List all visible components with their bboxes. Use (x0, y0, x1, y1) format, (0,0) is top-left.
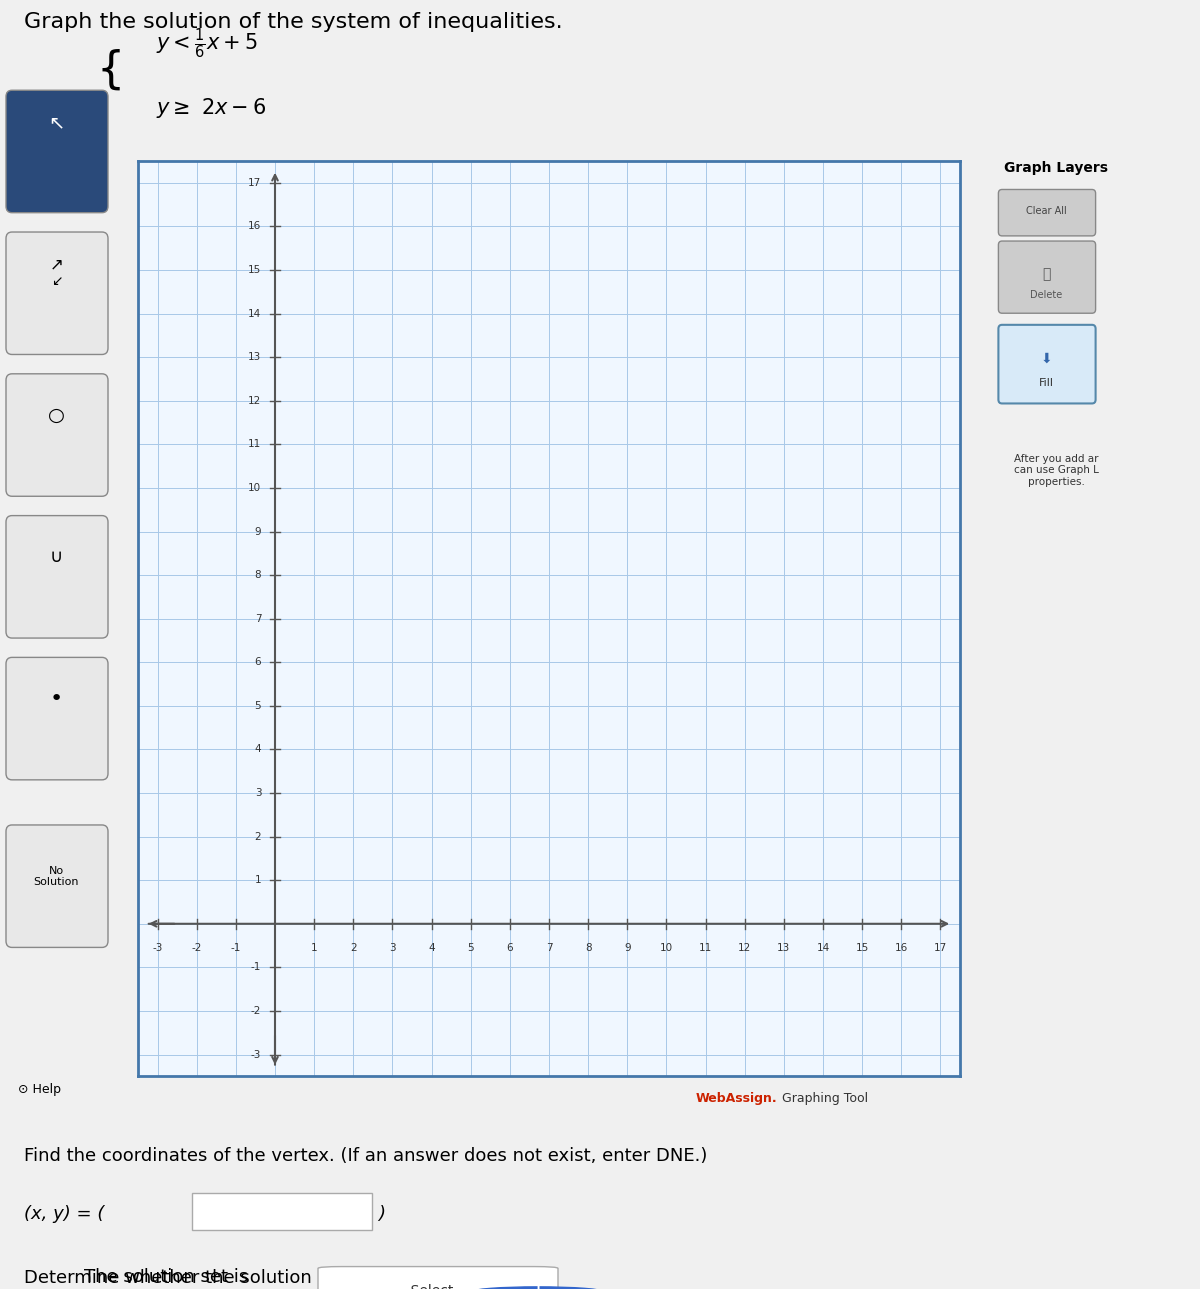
Text: 12: 12 (738, 944, 751, 954)
Text: After you add ar
can use Graph L
properties.: After you add ar can use Graph L propert… (1014, 454, 1098, 487)
Text: 4: 4 (428, 944, 434, 954)
Text: 14: 14 (816, 944, 829, 954)
Text: ↖: ↖ (48, 113, 65, 131)
Text: 10: 10 (248, 483, 262, 492)
Text: ∪: ∪ (50, 548, 62, 566)
Text: -2: -2 (192, 944, 202, 954)
Text: ○: ○ (48, 406, 65, 424)
Text: Graphing Tool: Graphing Tool (778, 1092, 868, 1105)
Text: 16: 16 (248, 222, 262, 232)
Text: 15: 15 (856, 944, 869, 954)
Text: 8: 8 (584, 944, 592, 954)
Text: 🗑: 🗑 (1043, 268, 1050, 281)
Text: 7: 7 (254, 614, 262, 624)
Text: ---Select---: ---Select--- (396, 1284, 468, 1289)
Text: ): ) (378, 1205, 385, 1223)
Text: Delete: Delete (1031, 290, 1062, 300)
Text: ⬆
⬇: ⬆ ⬇ (534, 1283, 541, 1289)
Text: 13: 13 (248, 352, 262, 362)
Text: 4: 4 (254, 745, 262, 754)
Text: -3: -3 (152, 944, 163, 954)
Text: 1: 1 (254, 875, 262, 886)
Text: $y \geq \ 2x - 6$: $y \geq \ 2x - 6$ (156, 97, 266, 120)
Text: ⬇: ⬇ (1040, 352, 1052, 365)
Text: (x, y) = (: (x, y) = ( (24, 1205, 104, 1223)
Text: $y < \frac{1}{6}x + 5$: $y < \frac{1}{6}x + 5$ (156, 26, 258, 61)
Text: 6: 6 (506, 944, 514, 954)
Text: Clear All: Clear All (1026, 206, 1067, 217)
Text: •: • (49, 688, 64, 709)
Text: Determine whether the solution set is bounded.: Determine whether the solution set is bo… (24, 1268, 456, 1286)
Text: 8: 8 (254, 570, 262, 580)
Text: 2: 2 (254, 831, 262, 842)
Text: 17: 17 (934, 944, 947, 954)
Text: 13: 13 (778, 944, 791, 954)
Text: ↙: ↙ (50, 275, 62, 287)
Text: Graph the solution of the system of inequalities.: Graph the solution of the system of ineq… (24, 13, 563, 32)
Text: WebAssign.: WebAssign. (696, 1092, 778, 1105)
Text: $\{$: $\{$ (96, 48, 121, 92)
Text: 7: 7 (546, 944, 552, 954)
FancyBboxPatch shape (192, 1194, 372, 1230)
Text: 12: 12 (248, 396, 262, 406)
Text: -1: -1 (251, 963, 262, 972)
Text: 11: 11 (248, 440, 262, 450)
Text: Fill: Fill (1039, 378, 1054, 388)
Text: 11: 11 (698, 944, 712, 954)
Text: 3: 3 (254, 788, 262, 798)
Text: 15: 15 (248, 266, 262, 275)
Text: 9: 9 (254, 527, 262, 536)
FancyBboxPatch shape (318, 1267, 558, 1289)
Text: 3: 3 (389, 944, 396, 954)
Text: 17: 17 (248, 178, 262, 188)
Text: The solution set is: The solution set is (84, 1268, 248, 1286)
Text: 10: 10 (660, 944, 673, 954)
Text: 5: 5 (254, 701, 262, 710)
Text: ⊙ Help: ⊙ Help (18, 1083, 61, 1096)
Text: 1: 1 (311, 944, 318, 954)
Text: -3: -3 (251, 1049, 262, 1060)
Text: 16: 16 (895, 944, 908, 954)
Text: 5: 5 (468, 944, 474, 954)
Circle shape (472, 1286, 604, 1289)
Text: -1: -1 (230, 944, 241, 954)
Text: .: . (564, 1283, 575, 1289)
Text: ↗: ↗ (49, 255, 64, 273)
Text: 6: 6 (254, 657, 262, 668)
Text: 2: 2 (350, 944, 356, 954)
Text: No
Solution: No Solution (34, 866, 79, 887)
Text: Graph Layers: Graph Layers (1004, 161, 1108, 174)
Text: 9: 9 (624, 944, 630, 954)
Text: Find the coordinates of the vertex. (If an answer does not exist, enter DNE.): Find the coordinates of the vertex. (If … (24, 1147, 707, 1164)
Text: -2: -2 (251, 1005, 262, 1016)
Text: 14: 14 (248, 308, 262, 318)
